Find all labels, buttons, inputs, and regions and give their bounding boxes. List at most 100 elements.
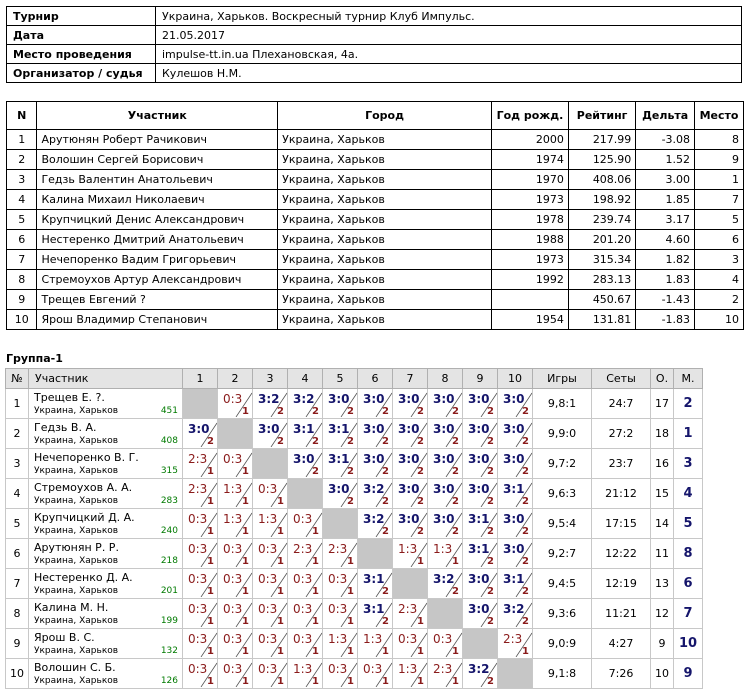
slash-divider (200, 662, 217, 687)
group-row: 1 Трещев Е. ?. Украина, Харьков 451 0:3 1 3:2 2… (5, 388, 703, 419)
match-score: 0:3 (223, 392, 243, 406)
match-score: 3:2 (363, 512, 385, 526)
slash-divider (235, 512, 252, 537)
participant-row: 7 Нечепоренко Вадим Григорьевич Украина, Х… (5, 249, 744, 270)
participants-header: Год рожд. (490, 101, 569, 130)
slash-divider (445, 512, 462, 537)
games-total: 9,3:6 (532, 598, 592, 629)
slash-divider (340, 602, 357, 627)
match-score: 3:1 (503, 482, 525, 496)
slash-divider (235, 632, 252, 657)
match-points: 1 (207, 616, 214, 627)
match-cell: 3:1 2 (497, 478, 533, 509)
info-row: Место проведения impulse-tt.in.ua Плехано… (6, 44, 742, 64)
diagonal-cell (287, 478, 323, 509)
participant-cell: 2 (5, 149, 38, 170)
match-points: 1 (417, 646, 424, 657)
participants-table: N Участник Город Год рожд. Рейтинг Дельта Мест… (5, 101, 744, 330)
player-city: Украина, Харьков (34, 616, 119, 626)
participant-cell: Ярош Владимир Степанович (36, 309, 279, 330)
match-score: 0:3 (188, 572, 208, 586)
match-score: 0:3 (258, 572, 278, 586)
group-header: 10 (497, 368, 533, 389)
match-points: 1 (417, 556, 424, 567)
match-points: 1 (277, 496, 284, 507)
match-score: 0:3 (258, 542, 278, 556)
match-points: 1 (417, 616, 424, 627)
slash-divider (305, 512, 322, 537)
group-results-table: № Участник 1 2 3 4 5 6 7 8 9 10 Игры Сеты О. М. 1 Трещев… (5, 368, 703, 689)
group-row: 10 Волошин С. Б. Украина, Харьков 126 0:3 1 0:… (5, 658, 703, 689)
slash-divider (480, 452, 497, 477)
player-city: Украина, Харьков (34, 646, 119, 656)
match-cell: 3:0 2 (392, 418, 428, 449)
match-score: 2:3 (293, 542, 313, 556)
match-cell: 1:3 1 (252, 508, 288, 539)
match-points: 2 (522, 556, 529, 567)
group-row-number: 8 (5, 598, 29, 629)
slash-divider (270, 482, 287, 507)
player-name: Калина М. Н. (34, 601, 109, 614)
match-points: 2 (347, 406, 354, 417)
slash-divider (445, 452, 462, 477)
games-total: 9,5:4 (532, 508, 592, 539)
match-cell: 3:0 2 (287, 448, 323, 479)
match-score: 3:2 (258, 392, 280, 406)
diagonal-cell (217, 418, 253, 449)
group-row: 5 Крупчицкий Д. А. Украина, Харьков 240 0:3 1… (5, 508, 703, 539)
participant-cell: 131.81 (567, 309, 637, 330)
match-cell: 3:0 2 (462, 448, 498, 479)
slash-divider (445, 482, 462, 507)
match-score: 3:0 (293, 452, 315, 466)
player-rating: 201 (160, 586, 178, 596)
diagonal-cell (252, 448, 288, 479)
match-cell: 3:0 2 (462, 568, 498, 599)
place: 3 (673, 448, 703, 479)
slash-divider (270, 512, 287, 537)
match-points: 2 (382, 466, 389, 477)
diagonal-cell (322, 508, 358, 539)
group-row-number: 3 (5, 448, 29, 479)
match-points: 2 (452, 586, 459, 597)
points-total: 17 (650, 388, 674, 419)
match-cell: 1:3 1 (322, 628, 358, 659)
player-city: Украина, Харьков (34, 466, 119, 476)
match-cell: 0:3 1 (217, 628, 253, 659)
match-points: 1 (312, 586, 319, 597)
participant-cell: 3 (694, 249, 744, 270)
sets-total: 4:27 (591, 628, 651, 659)
player-name: Нестеренко Д. А. (34, 571, 133, 584)
sets-total: 24:7 (591, 388, 651, 419)
match-cell: 0:3 1 (252, 658, 288, 689)
match-score: 0:3 (258, 602, 278, 616)
match-points: 1 (242, 406, 249, 417)
match-cell: 3:0 2 (427, 388, 463, 419)
match-score: 3:0 (468, 452, 490, 466)
match-cell: 3:1 2 (322, 418, 358, 449)
points-total: 16 (650, 448, 674, 479)
match-cell: 3:0 2 (357, 418, 393, 449)
slash-divider (340, 392, 357, 417)
match-cell: 3:0 2 (427, 508, 463, 539)
match-cell: 0:3 1 (252, 538, 288, 569)
player-rating: 408 (160, 436, 178, 446)
match-score: 3:0 (503, 392, 525, 406)
match-score: 3:0 (433, 482, 455, 496)
group-player: Арутюнян Р. Р. Украина, Харьков 218 (28, 538, 183, 569)
slash-divider (515, 452, 532, 477)
match-points: 1 (277, 616, 284, 627)
match-score: 3:0 (398, 512, 420, 526)
info-label: Турнир (6, 6, 156, 26)
games-total: 9,8:1 (532, 388, 592, 419)
slash-divider (235, 482, 252, 507)
match-score: 3:1 (328, 452, 350, 466)
points-total: 18 (650, 418, 674, 449)
match-points: 2 (452, 436, 459, 447)
match-cell: 3:0 2 (392, 478, 428, 509)
match-score: 3:0 (503, 542, 525, 556)
match-points: 2 (347, 496, 354, 507)
player-city: Украина, Харьков (34, 556, 119, 566)
group-header: 9 (462, 368, 498, 389)
participant-cell: Украина, Харьков (277, 249, 492, 270)
slash-divider (340, 422, 357, 447)
